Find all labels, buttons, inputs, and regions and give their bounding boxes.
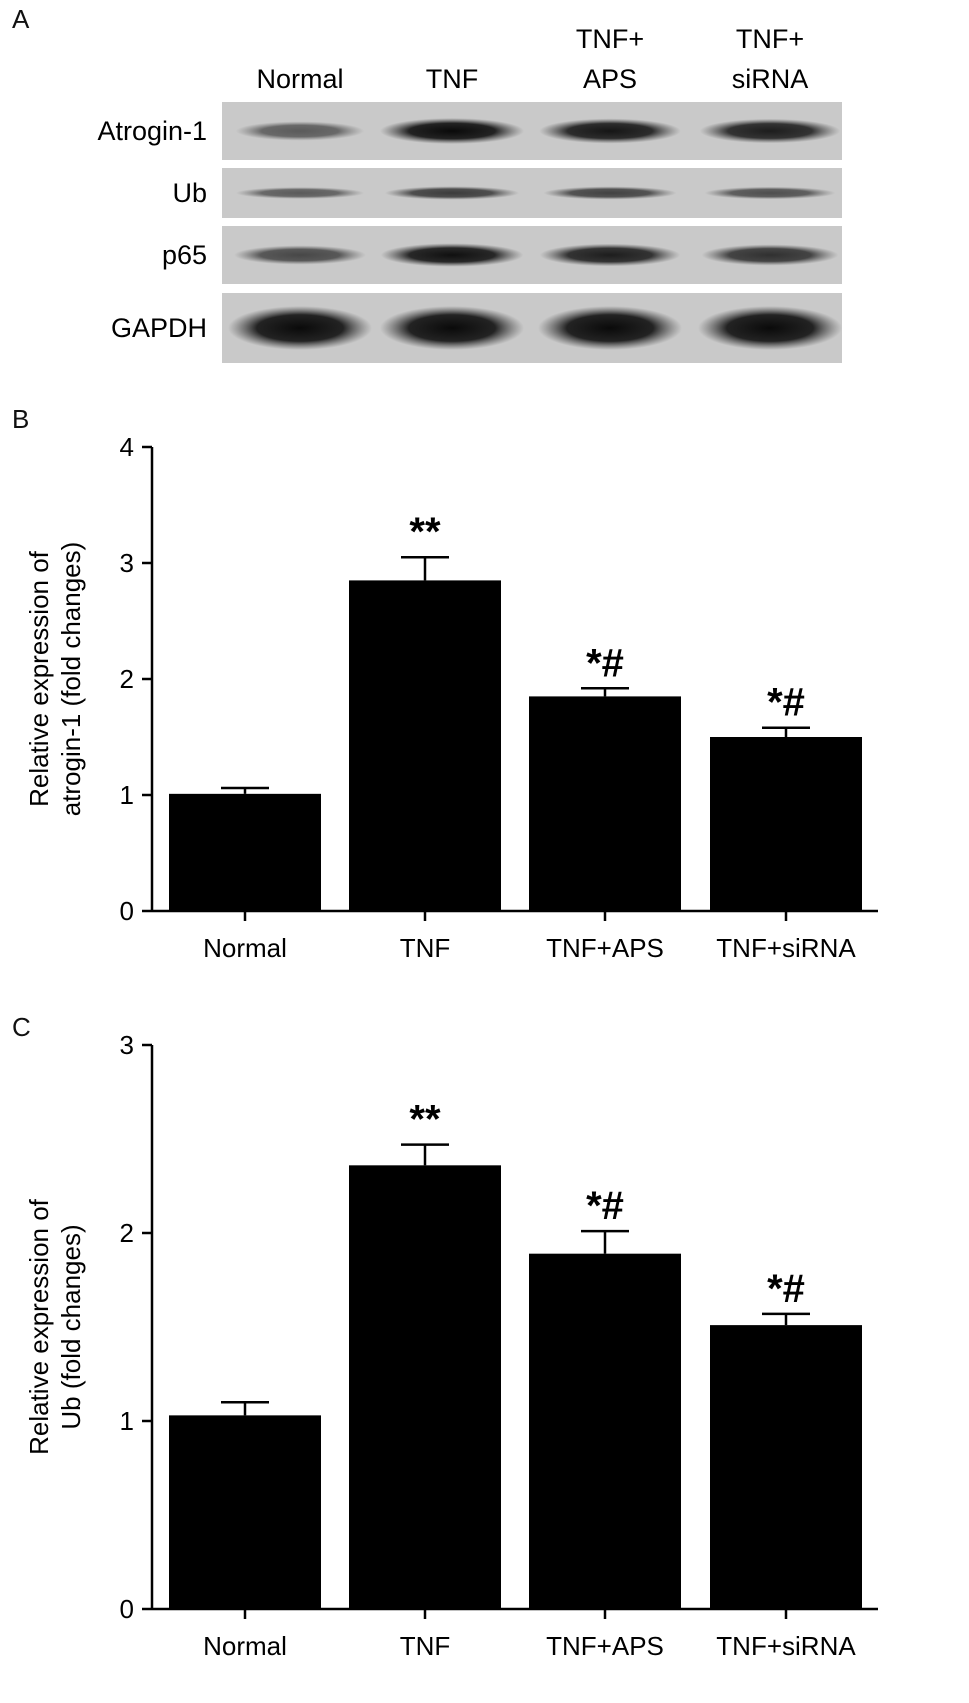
lane-header-top: TNF+ xyxy=(576,24,644,54)
bar xyxy=(710,1325,862,1609)
y-tick-label: 4 xyxy=(120,432,134,462)
blot-band xyxy=(701,244,839,266)
blot-band xyxy=(235,121,365,141)
significance-label: *# xyxy=(767,681,805,725)
significance-label: ** xyxy=(409,510,441,554)
significance-label: *# xyxy=(767,1267,805,1311)
x-tick-label: TNF+APS xyxy=(546,1631,664,1661)
blot-row-label: Atrogin-1 xyxy=(97,116,207,146)
lane-header: TNF xyxy=(426,64,478,94)
x-tick-label: TNF+APS xyxy=(546,933,664,963)
blot-row-label: GAPDH xyxy=(111,313,207,343)
y-tick-label: 2 xyxy=(120,1218,134,1248)
blot-band xyxy=(235,187,365,199)
bar xyxy=(529,696,681,911)
significance-label: *# xyxy=(586,1184,624,1228)
blot-band xyxy=(234,245,366,265)
blot-band xyxy=(538,306,682,350)
blot-band xyxy=(543,186,677,200)
x-tick-label: TNF xyxy=(400,933,451,963)
y-tick-label: 2 xyxy=(120,664,134,694)
lane-header: siRNA xyxy=(732,64,809,94)
lane-header: Normal xyxy=(256,64,343,94)
y-axis-label: atrogin-1 (fold changes) xyxy=(56,542,86,817)
y-tick-label: 3 xyxy=(120,548,134,578)
panel-label-a: A xyxy=(12,4,30,34)
y-tick-label: 3 xyxy=(120,1030,134,1060)
y-axis-label: Relative expression of xyxy=(24,1198,54,1455)
chart-atrogin-1: 0 1 2 3 4 Relative expression of atrogin-1 (fo… xyxy=(24,432,878,963)
bar xyxy=(169,1415,321,1609)
y-axis-label: Relative expression of xyxy=(24,550,54,807)
x-tick-label: Normal xyxy=(203,933,287,963)
bar xyxy=(349,1165,501,1609)
blot-band xyxy=(539,118,681,144)
bar xyxy=(710,737,862,911)
blot-band xyxy=(380,306,524,350)
x-tick-label: TNF xyxy=(400,1631,451,1661)
blot-band xyxy=(380,118,524,144)
blot-band xyxy=(704,186,836,200)
chart-ub: 0 1 2 3 Relative expression of Ub (fold chang… xyxy=(24,1030,878,1661)
blot-band xyxy=(380,243,524,267)
x-tick-label: TNF+siRNA xyxy=(716,933,856,963)
y-axis-label: Ub (fold changes) xyxy=(56,1224,86,1429)
blot-row-label: p65 xyxy=(162,240,207,270)
blot-row-label: Ub xyxy=(172,178,207,208)
western-blot: Normal TNF TNF+ APS TNF+ siRNA Atrogin-1 Ub p65 G… xyxy=(97,24,842,363)
blot-band xyxy=(228,306,372,350)
y-tick-label: 1 xyxy=(120,780,134,810)
lane-header-top: TNF+ xyxy=(736,24,804,54)
significance-label: *# xyxy=(586,641,624,685)
blot-band xyxy=(699,118,841,144)
lane-header: APS xyxy=(583,64,637,94)
bar xyxy=(349,580,501,911)
x-tick-label: Normal xyxy=(203,1631,287,1661)
y-tick-label: 1 xyxy=(120,1406,134,1436)
y-tick-label: 0 xyxy=(120,1594,134,1624)
bar xyxy=(529,1253,681,1609)
panel-label-c: C xyxy=(12,1012,31,1042)
blot-band xyxy=(698,306,842,350)
blot-band xyxy=(539,243,681,267)
bar xyxy=(169,793,321,911)
x-tick-label: TNF+siRNA xyxy=(716,1631,856,1661)
panel-label-b: B xyxy=(12,404,30,434)
y-tick-label: 0 xyxy=(120,896,134,926)
blot-band xyxy=(384,186,520,200)
significance-label: ** xyxy=(409,1098,441,1142)
